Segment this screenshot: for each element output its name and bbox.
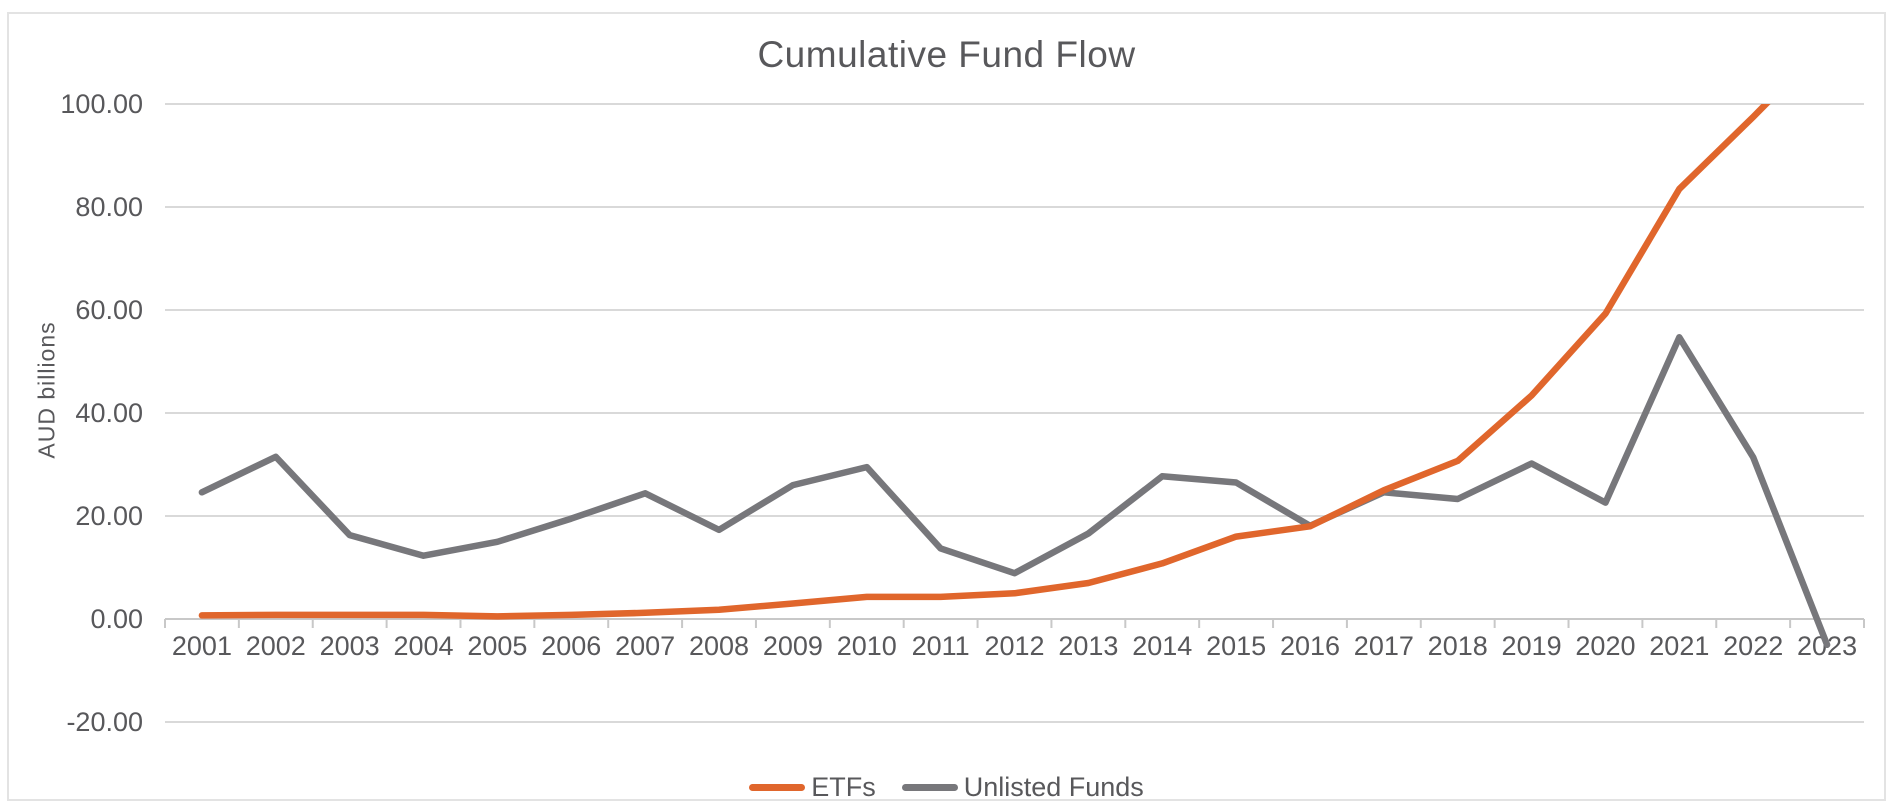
chart-canvas: Cumulative Fund Flow AUD billions ETFs U… (7, 12, 1886, 803)
legend-label-etfs: ETFs (811, 772, 876, 802)
legend-swatch-etfs (749, 784, 806, 791)
y-axis-title: AUD billions (33, 321, 60, 459)
chart-title: Cumulative Fund Flow (757, 34, 1136, 75)
legend-swatch-unlisted-funds (901, 784, 958, 791)
legend: ETFs Unlisted Funds (9, 772, 1884, 803)
legend-label-unlisted-funds: Unlisted Funds (963, 772, 1144, 802)
